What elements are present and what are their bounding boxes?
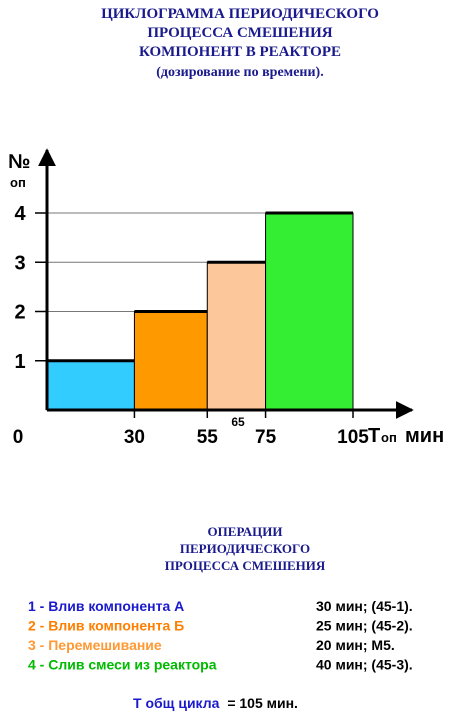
y-label-sub: оп	[10, 175, 26, 190]
x-label-sub: оп	[381, 430, 397, 445]
total-value: = 105 мин.	[227, 695, 298, 711]
y-label: №	[8, 151, 30, 173]
x-tick-label: 75	[255, 427, 277, 448]
y-tick-label: 1	[14, 351, 25, 373]
bar	[265, 212, 354, 411]
operation-duration: 30 мин; (45-1).	[316, 598, 413, 614]
total: Т общ цикла = 105 мин.	[133, 695, 298, 711]
x-tick-label: 55	[197, 427, 219, 448]
operation-label: 1 - Влив компонента А	[28, 598, 184, 614]
operation-label: 4 - Слив смеси из реактора	[28, 657, 217, 673]
bar	[206, 261, 267, 411]
total-label: Т общ цикла	[133, 695, 220, 711]
x-label: Т	[368, 425, 380, 447]
operation-label: 3 - Перемешивание	[28, 637, 162, 653]
x-tick-label: 30	[124, 427, 145, 448]
bar	[46, 360, 135, 411]
operation-duration: 25 мин; (45-2).	[316, 618, 413, 634]
operation-duration: 40 мин; (45-3).	[316, 657, 413, 673]
operation-label: 2 - Влив компонента Б	[28, 618, 184, 634]
ops-title: ПЕРИОДИЧЕСКОГО	[180, 541, 310, 556]
bar	[133, 311, 208, 411]
annotation: 65	[231, 415, 245, 429]
title-line: ЦИКЛОГРАММА ПЕРИОДИЧЕСКОГО	[101, 6, 379, 22]
y-tick-label: 4	[14, 203, 26, 225]
subtitle: (дозирование по времени).	[156, 65, 323, 80]
x-label-unit: мин	[405, 425, 444, 447]
y-tick-label: 3	[14, 252, 25, 274]
title-line: ПРОЦЕССА СМЕШЕНИЯ	[147, 25, 332, 41]
title-line: КОМПОНЕНТ В РЕАКТОРЕ	[139, 44, 341, 60]
ops-title: ОПЕРАЦИИ	[208, 524, 283, 539]
x-tick-label: 0	[13, 427, 24, 448]
x-tick-label: 105	[337, 427, 369, 448]
ops-title: ПРОЦЕССА СМЕШЕНИЯ	[165, 558, 326, 573]
operation-duration: 20 мин; М5.	[316, 637, 395, 653]
y-tick-label: 2	[14, 302, 25, 324]
